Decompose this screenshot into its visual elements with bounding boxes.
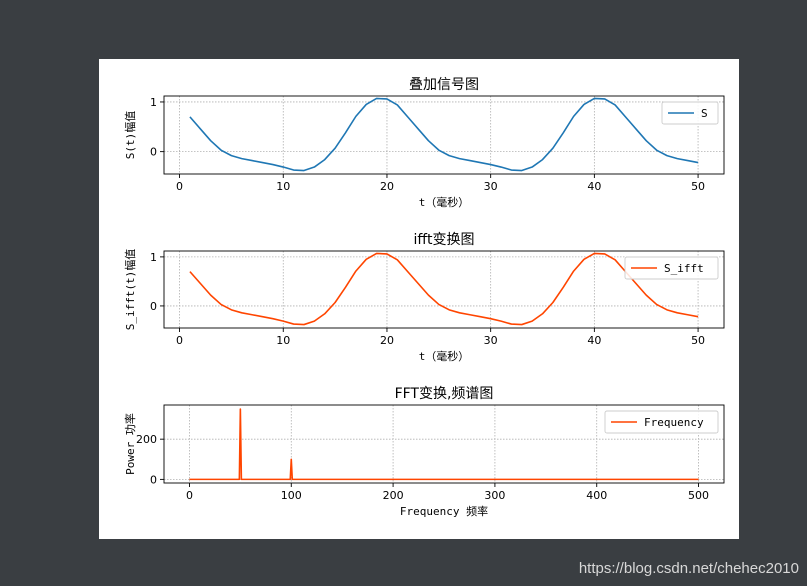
subplot-title: ifft变换图 — [413, 231, 474, 248]
x-tick-label: 50 — [691, 180, 705, 193]
x-tick-label: 400 — [586, 489, 607, 502]
x-tick-label: 30 — [484, 180, 498, 193]
subplot-2: 0 10 20 30 40 50 0 1 ifft变换图 t（毫秒） S_ifft(t)幅值 S_if… — [124, 231, 725, 363]
axes-frame — [163, 404, 725, 484]
x-tick-label: 50 — [691, 334, 705, 347]
x-tick-label: 0 — [186, 489, 193, 502]
x-tick-label: 10 — [276, 334, 290, 347]
legend: S — [661, 101, 719, 125]
figure: 0 10 20 30 40 50 0 1 叠加信号图 t（毫秒） S(t)幅值 S 0 10 20 30 40 5… — [99, 59, 739, 539]
x-tick-label: 20 — [380, 180, 394, 193]
legend: Frequency — [604, 410, 719, 434]
x-tick-label: 0 — [176, 180, 183, 193]
x-tick-label: 40 — [587, 180, 601, 193]
x-tick-label: 0 — [176, 334, 183, 347]
y-tick-label: 1 — [150, 96, 157, 109]
y-tick-label: 0 — [150, 300, 157, 313]
x-tick-label: 10 — [276, 180, 290, 193]
x-tick-label: 500 — [688, 489, 709, 502]
y-tick-label: 1 — [150, 251, 157, 264]
x-tick-label: 30 — [484, 334, 498, 347]
series-line-s — [189, 97, 699, 172]
x-tick-label: 40 — [587, 334, 601, 347]
axes-frame — [163, 250, 725, 329]
x-axis-label: t（毫秒） — [419, 195, 470, 209]
series-line-frequency — [189, 408, 699, 481]
x-axis-label: Frequency 频率 — [400, 504, 488, 518]
y-tick-label: 200 — [136, 433, 157, 446]
y-axis-label: S_ifft(t)幅值 — [124, 249, 137, 331]
legend-label: S — [701, 107, 708, 120]
subplot-title: 叠加信号图 — [409, 77, 479, 93]
subplot-3: 0 100 200 300 400 500 0 200 FFT变换,频谱图 Frequency 频… — [123, 385, 725, 518]
x-tick-label: 300 — [484, 489, 505, 502]
subplot-title: FFT变换,频谱图 — [395, 385, 494, 402]
axes-frame — [163, 95, 725, 175]
legend-label: S_ifft — [664, 262, 704, 275]
y-tick-label: 0 — [150, 146, 157, 159]
y-axis-label: S(t)幅值 — [124, 111, 137, 160]
watermark-text: https://blog.csdn.net/chehec2010 — [578, 560, 799, 577]
legend-label: Frequency — [644, 416, 704, 429]
x-tick-label: 20 — [380, 334, 394, 347]
y-tick-label: 0 — [150, 473, 157, 486]
x-tick-label: 100 — [281, 489, 302, 502]
legend-box — [604, 410, 719, 434]
legend-box — [624, 256, 719, 280]
subplot-1: 0 10 20 30 40 50 0 1 叠加信号图 t（毫秒） S(t)幅值 S — [124, 77, 725, 209]
series-line-s-ifft — [189, 252, 699, 326]
x-axis-label: t（毫秒） — [419, 349, 470, 363]
x-tick-label: 200 — [383, 489, 404, 502]
y-axis-label: Power 功率 — [123, 413, 137, 475]
legend: S_ifft — [624, 256, 719, 280]
